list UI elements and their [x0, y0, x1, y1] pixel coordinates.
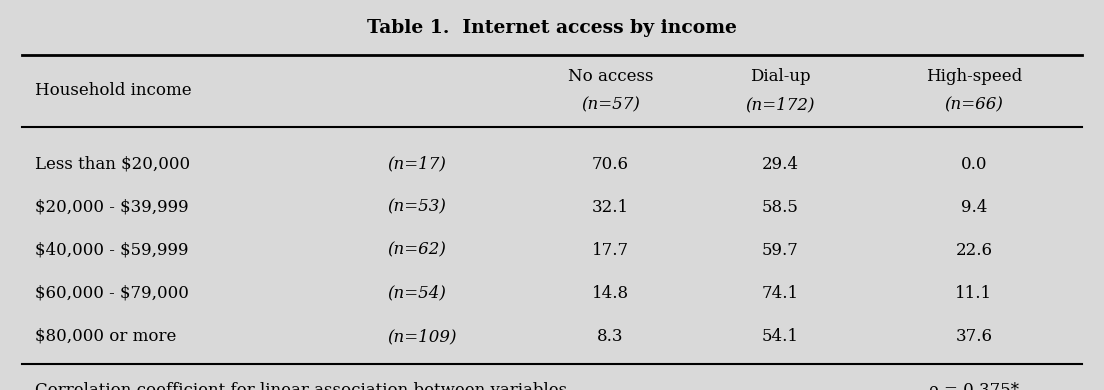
Text: \$40,000 - \$59,999: \$40,000 - \$59,999	[35, 242, 189, 259]
Text: Correlation coefficient for linear association between variables: Correlation coefficient for linear assoc…	[35, 382, 567, 390]
Text: 9.4: 9.4	[960, 199, 987, 216]
Text: Table 1.  Internet access by income: Table 1. Internet access by income	[367, 19, 737, 37]
Text: 70.6: 70.6	[592, 156, 629, 173]
Text: 11.1: 11.1	[955, 285, 992, 302]
Text: Dial-up: Dial-up	[750, 68, 810, 85]
Text: \$20,000 - \$39,999: \$20,000 - \$39,999	[35, 199, 189, 216]
Text: 58.5: 58.5	[762, 199, 798, 216]
Text: (n=172): (n=172)	[745, 96, 815, 113]
Text: \$80,000 or more: \$80,000 or more	[35, 328, 177, 345]
Text: 8.3: 8.3	[597, 328, 624, 345]
Text: 37.6: 37.6	[955, 328, 992, 345]
Text: (n=62): (n=62)	[388, 242, 447, 259]
Text: 0.0: 0.0	[960, 156, 987, 173]
Text: (n=53): (n=53)	[388, 199, 447, 216]
Text: 14.8: 14.8	[592, 285, 629, 302]
Text: (n=66): (n=66)	[944, 96, 1004, 113]
Text: Household income: Household income	[35, 82, 191, 99]
Text: 74.1: 74.1	[762, 285, 798, 302]
Text: ρ = 0.375*: ρ = 0.375*	[928, 382, 1019, 390]
Text: (n=109): (n=109)	[388, 328, 457, 345]
Text: 22.6: 22.6	[955, 242, 992, 259]
Text: No access: No access	[567, 68, 654, 85]
Text: 54.1: 54.1	[762, 328, 798, 345]
Text: \$60,000 - \$79,000: \$60,000 - \$79,000	[35, 285, 189, 302]
Text: High-speed: High-speed	[925, 68, 1022, 85]
Text: (n=57): (n=57)	[581, 96, 639, 113]
Text: Less than \$20,000: Less than \$20,000	[35, 156, 190, 173]
Text: 32.1: 32.1	[592, 199, 629, 216]
Text: 29.4: 29.4	[762, 156, 798, 173]
Text: 17.7: 17.7	[592, 242, 629, 259]
Text: (n=54): (n=54)	[388, 285, 447, 302]
Text: 59.7: 59.7	[762, 242, 798, 259]
Text: (n=17): (n=17)	[388, 156, 447, 173]
